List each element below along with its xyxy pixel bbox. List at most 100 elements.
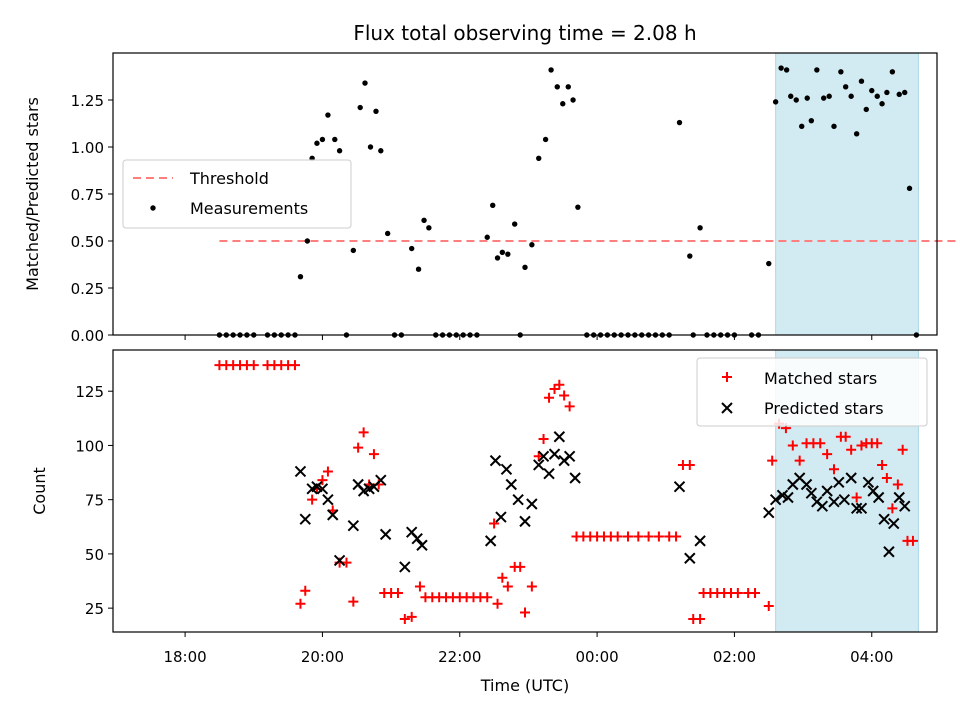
data-point <box>799 123 805 130</box>
data-point <box>357 104 363 111</box>
data-point <box>307 494 318 505</box>
data-point <box>519 515 531 528</box>
y-tick-label: 125 <box>75 383 104 401</box>
y-axis-label: Count <box>30 467 49 515</box>
data-point <box>856 440 867 451</box>
data-point <box>289 360 300 371</box>
x-tick-label: 04:00 <box>850 648 893 666</box>
axes-frame <box>112 52 938 336</box>
data-point <box>767 455 778 466</box>
data-point <box>673 480 686 493</box>
data-point <box>906 185 913 192</box>
data-point <box>892 479 903 490</box>
data-point <box>484 535 497 547</box>
data-point <box>902 89 908 96</box>
data-point <box>828 496 840 508</box>
data-point <box>842 84 849 90</box>
data-point <box>505 251 511 257</box>
data-point <box>851 492 862 503</box>
data-point <box>384 230 391 237</box>
data-point <box>543 467 555 480</box>
data-point <box>304 238 311 244</box>
data-point <box>494 255 501 261</box>
data-point <box>553 431 566 443</box>
data-point <box>862 476 875 489</box>
data-point <box>492 598 503 609</box>
data-point <box>294 465 307 478</box>
data-point <box>537 450 550 462</box>
data-point <box>782 491 794 504</box>
data-point <box>848 93 854 99</box>
data-point <box>884 89 890 96</box>
data-point <box>826 93 832 99</box>
highlight-span <box>775 52 919 336</box>
data-point <box>544 392 555 403</box>
data-point <box>350 247 357 254</box>
data-point <box>399 613 410 624</box>
data-point <box>367 144 374 150</box>
data-point <box>623 531 633 542</box>
data-point <box>482 592 493 603</box>
data-point <box>850 502 863 515</box>
data-point <box>559 390 570 401</box>
data-point <box>889 69 896 75</box>
data-point <box>533 459 545 471</box>
data-point <box>560 101 566 107</box>
data-point <box>497 572 508 583</box>
data-point <box>869 87 875 94</box>
data-point <box>542 136 549 143</box>
data-point <box>347 520 360 532</box>
legend-predicted-swatch <box>721 402 733 414</box>
bottom-panel: 25 50 75 100 125 18:00 20:00 22:00 00:00 02:00 04:… <box>30 349 938 666</box>
data-point <box>684 552 696 564</box>
data-point <box>297 274 304 280</box>
chart-title: Flux total observing time = 2.08 h <box>353 21 696 45</box>
legend-threshold-label: Threshold <box>189 169 269 188</box>
data-point <box>814 67 820 73</box>
data-point <box>829 464 839 475</box>
series-measurements <box>216 65 920 338</box>
data-point <box>863 106 869 113</box>
data-point <box>379 528 392 541</box>
data-point <box>893 491 905 504</box>
data-point <box>769 493 782 506</box>
data-point <box>881 472 892 483</box>
data-point <box>295 598 306 609</box>
x-tick-label: 22:00 <box>438 648 481 666</box>
data-point <box>299 513 311 525</box>
data-point <box>426 225 432 231</box>
data-point <box>838 69 844 75</box>
data-point <box>846 444 857 455</box>
y-axis-label: Matched/Predicted stars <box>23 97 42 291</box>
data-point <box>490 202 496 208</box>
data-point <box>896 91 902 98</box>
y-tick-label: 1.00 <box>71 139 104 157</box>
data-point <box>526 498 538 510</box>
data-point <box>392 587 403 598</box>
data-point <box>732 587 743 598</box>
data-point <box>554 84 560 90</box>
data-point <box>505 478 517 491</box>
data-point <box>362 80 368 86</box>
x-tick-label: 02:00 <box>713 648 756 666</box>
data-point <box>512 221 518 227</box>
legend-measurements-label: Measurements <box>190 199 308 218</box>
series-matched-stars <box>214 360 918 624</box>
y-tick-label: 1.25 <box>71 92 104 110</box>
legend-box <box>122 159 352 229</box>
data-point <box>336 148 343 154</box>
data-point <box>815 438 826 449</box>
data-point <box>515 561 526 572</box>
data-point <box>548 448 561 460</box>
data-point <box>887 503 898 514</box>
data-point <box>373 108 379 114</box>
data-point <box>489 518 500 529</box>
data-point <box>333 554 346 567</box>
data-point <box>808 117 815 124</box>
data-point <box>763 506 775 519</box>
y-tick-label: 50 <box>85 546 104 564</box>
data-point <box>772 99 779 105</box>
legend: Matched stars Predicted stars <box>696 357 928 427</box>
data-point <box>322 493 334 506</box>
y-tick-label: 100 <box>75 437 104 455</box>
